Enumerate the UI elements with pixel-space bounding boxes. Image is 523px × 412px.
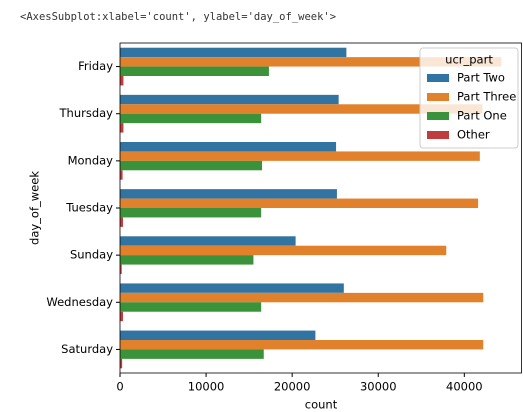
bar: [120, 66, 269, 76]
bar: [120, 264, 122, 274]
x-tick-label: 10000: [188, 380, 225, 394]
legend-label: Part Three: [457, 90, 516, 104]
legend-label: Part Two: [457, 71, 505, 85]
x-tick-label: 30000: [360, 380, 397, 394]
y-tick-label: Sunday: [70, 248, 113, 262]
legend-label: Part One: [457, 109, 507, 123]
bar: [120, 160, 263, 171]
y-tick-label: Monday: [68, 153, 114, 167]
bar: [120, 189, 337, 199]
bar: [120, 245, 447, 256]
bar: [120, 302, 262, 312]
bar: [120, 311, 124, 322]
output-text: <AxesSubplot:xlabel='count', ylabel='day…: [20, 11, 336, 23]
legend-title: ucr_part: [445, 53, 493, 67]
bar: [120, 292, 484, 303]
bar: [120, 57, 502, 67]
x-tick-label: 0: [116, 380, 123, 394]
y-tick-label: Friday: [78, 59, 113, 73]
bar: [120, 76, 124, 86]
bar: [120, 255, 254, 265]
legend-swatch: [427, 93, 449, 101]
legend-swatch: [427, 112, 449, 120]
bar: [120, 349, 264, 359]
bar: [120, 151, 480, 161]
axes-frame: [119, 42, 522, 374]
bar: [120, 236, 296, 246]
bar: [120, 217, 124, 227]
x-axis-label: count: [305, 398, 338, 412]
bar: [120, 340, 484, 350]
y-tick-label: Wednesday: [46, 295, 113, 309]
bar: [120, 283, 344, 293]
bar: [120, 208, 262, 218]
y-tick-label: Tuesday: [65, 201, 113, 215]
bar: [120, 47, 347, 58]
bar: [120, 330, 316, 340]
bar: [120, 94, 339, 105]
y-tick-label: Saturday: [61, 342, 113, 356]
y-tick-label: Thursday: [59, 106, 114, 120]
y-axis-label: day_of_week: [28, 171, 42, 245]
legend-label: Other: [457, 128, 490, 142]
x-tick-label: 40000: [446, 380, 483, 394]
legend-swatch: [427, 74, 449, 82]
bar: [120, 170, 123, 180]
bar: [120, 123, 124, 133]
bar: [120, 104, 483, 114]
bar: [120, 142, 337, 152]
legend-swatch: [427, 131, 449, 139]
bar: [120, 358, 123, 369]
bar: [120, 113, 262, 124]
bar: [120, 198, 479, 208]
x-tick-label: 20000: [274, 380, 311, 394]
legend-box: [419, 47, 519, 149]
